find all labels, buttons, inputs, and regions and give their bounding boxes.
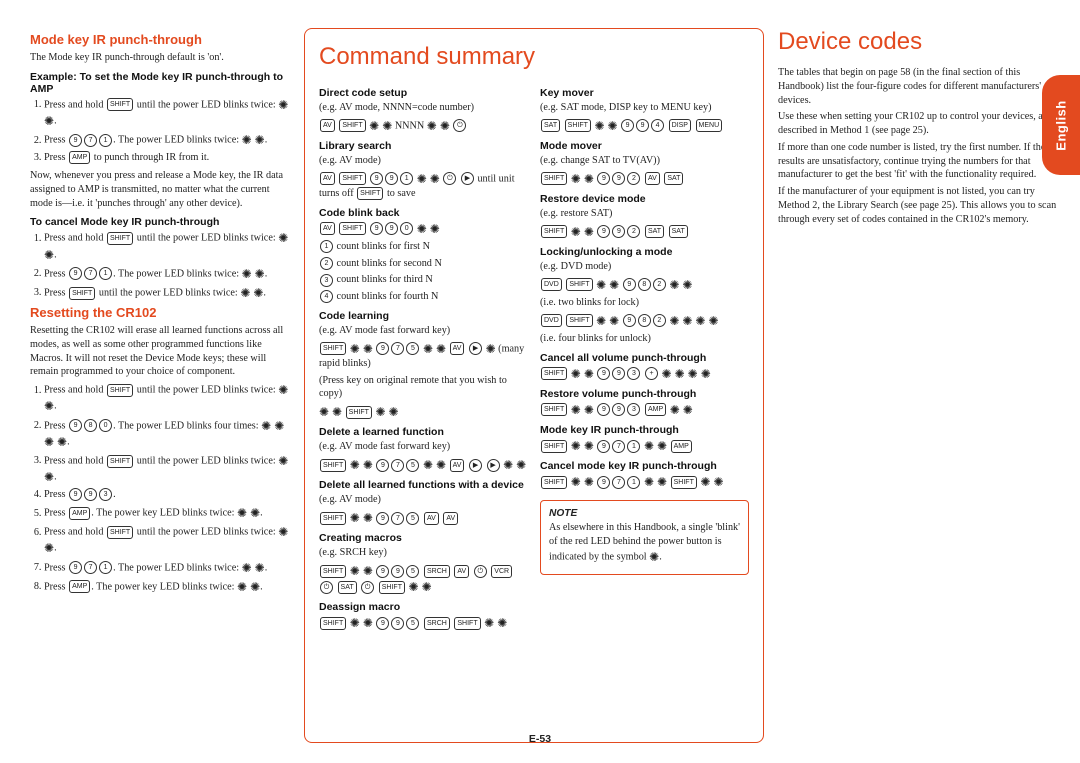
keyseq: SHIFT ✺ ✺ 975 AV AV — [319, 510, 528, 526]
list-item: Press 971. The power LED blinks twice: ✺… — [44, 266, 290, 282]
subheading: Delete a learned function — [319, 426, 528, 438]
text: (e.g. AV mode, NNNN=code number) — [319, 101, 528, 115]
text: The tables that begin on page 58 (in the… — [778, 66, 1058, 107]
text: (Press key on original remote that you w… — [319, 374, 528, 402]
list-item: Press 971. The power LED blinks twice: ✺… — [44, 560, 290, 576]
inner-left: Direct code setup (e.g. AV mode, NNNN=co… — [319, 81, 528, 635]
keyseq: ✺ ✺ SHIFT ✺ ✺ — [319, 404, 528, 420]
list-item: Press SHIFT until the power LED blinks t… — [44, 285, 290, 301]
language-tab: English — [1042, 75, 1080, 175]
keyseq: SHIFT ✺ ✺ 971 ✺ ✺ AMP — [540, 438, 749, 454]
page-number: E-53 — [529, 733, 551, 745]
text: 4 count blinks for fourth N — [319, 290, 528, 304]
subheading: Creating macros — [319, 532, 528, 544]
page: Mode key IR punch-through The Mode key I… — [0, 0, 1080, 763]
list: Press and hold SHIFT until the power LED… — [30, 97, 290, 165]
keyseq: AV SHIFT 990 ✺ ✺ — [319, 221, 528, 237]
keyseq: SHIFT ✺ ✺ 993 + ✺ ✺ ✺ ✺ — [540, 366, 749, 382]
keyseq: SHIFT ✺ ✺ 995 SRCH SHIFT ✺ ✺ — [319, 615, 528, 631]
list: Press and hold SHIFT until the power LED… — [30, 230, 290, 301]
list-item: Press 980. The power LED blinks four tim… — [44, 418, 290, 450]
text: If more than one code number is listed, … — [778, 141, 1058, 182]
list: Press and hold SHIFT until the power LED… — [30, 382, 290, 595]
subheading: Direct code setup — [319, 87, 528, 99]
text: (e.g. AV mode) — [319, 154, 528, 168]
keyseq: SHIFT ✺ ✺ 993 AMP ✺ ✺ — [540, 402, 749, 418]
note-box: NOTEAs elsewhere in this Handbook, a sin… — [540, 500, 749, 574]
text: (i.e. four blinks for unlock) — [540, 332, 749, 346]
text: (e.g. SAT mode, DISP key to MENU key) — [540, 101, 749, 115]
subheading: Restore device mode — [540, 193, 749, 205]
subheading: Example: To set the Mode key IR punch-th… — [30, 71, 290, 95]
subheading: Mode mover — [540, 140, 749, 152]
device-codes-title: Device codes — [778, 28, 1058, 56]
subheading: Cancel mode key IR punch-through — [540, 460, 749, 472]
text: (e.g. SRCH key) — [319, 546, 528, 560]
keyseq: SHIFT ✺ ✺ 992 SAT SAT — [540, 224, 749, 240]
text: The Mode key IR punch-through default is… — [30, 51, 290, 65]
keyseq: SHIFT ✺ ✺ 995 SRCH AV ⏻ VCR ⏻ SAT ⏻ SHIF… — [319, 563, 528, 595]
keyseq: SHIFT ✺ ✺ 975 ✺ ✺ AV ▶ ✺ (many rapid bli… — [319, 341, 528, 371]
box-title: Command summary — [319, 43, 749, 71]
language-label: English — [1054, 100, 1069, 150]
subheading: Code learning — [319, 310, 528, 322]
text: Use these when setting your CR102 up to … — [778, 110, 1058, 138]
note-text: NOTEAs elsewhere in this Handbook, a sin… — [549, 507, 740, 564]
keyseq: DVD SHIFT ✺ ✺ 982 ✺ ✺ ✺ ✺ — [540, 313, 749, 329]
list-item: Press and hold SHIFT until the power LED… — [44, 453, 290, 485]
list-item: Press and hold SHIFT until the power LED… — [44, 97, 290, 129]
text: (e.g. DVD mode) — [540, 260, 749, 274]
text: (e.g. change SAT to TV(AV)) — [540, 154, 749, 168]
subheading: Code blink back — [319, 207, 528, 219]
text: If the manufacturer of your equipment is… — [778, 185, 1058, 226]
keyseq: SAT SHIFT ✺ ✺ 994 DISP MENU — [540, 118, 749, 134]
keyseq: SHIFT ✺ ✺ 975 ✺ ✺ AV ▶ ▶ ✺ ✺ — [319, 457, 528, 473]
command-summary-box: Command summary Direct code setup (e.g. … — [304, 28, 764, 743]
inner-right: Key mover (e.g. SAT mode, DISP key to ME… — [540, 81, 749, 635]
inner-columns: Direct code setup (e.g. AV mode, NNNN=co… — [319, 81, 749, 635]
heading-punch-through: Mode key IR punch-through — [30, 32, 290, 47]
text: (e.g. AV mode fast forward key) — [319, 324, 528, 338]
list-item: Press and hold SHIFT until the power LED… — [44, 382, 290, 414]
keyseq: SHIFT ✺ ✺ 992 AV SAT — [540, 171, 749, 187]
text: 2 count blinks for second N — [319, 257, 528, 271]
subheading: Library search — [319, 140, 528, 152]
subheading: Key mover — [540, 87, 749, 99]
subheading: Locking/unlocking a mode — [540, 246, 749, 258]
list-item: Press 971. The power LED blinks twice: ✺… — [44, 132, 290, 148]
keyseq: DVD SHIFT ✺ ✺ 982 ✺ ✺ — [540, 277, 749, 293]
subheading: Mode key IR punch-through — [540, 424, 749, 436]
text: (i.e. two blinks for lock) — [540, 296, 749, 310]
text: 3 count blinks for third N — [319, 273, 528, 287]
list-item: Press and hold SHIFT until the power LED… — [44, 524, 290, 556]
list-item: Press AMP. The power key LED blinks twic… — [44, 505, 290, 521]
keyseq: AV SHIFT ✺ ✺ NNNN ✺ ✺ ⏻ — [319, 118, 528, 134]
text: Now, whenever you press and release a Mo… — [30, 169, 290, 210]
text: Resetting the CR102 will erase all learn… — [30, 324, 290, 379]
text: 1 count blinks for first N — [319, 240, 528, 254]
list-item: Press AMP to punch through IR from it. — [44, 151, 290, 165]
list-item: Press and hold SHIFT until the power LED… — [44, 230, 290, 262]
subheading: Delete all learned functions with a devi… — [319, 479, 528, 491]
keyseq: AV SHIFT 991 ✺ ✺ ⏻ ▶ until unit turns of… — [319, 171, 528, 201]
subheading: Cancel all volume punch-through — [540, 352, 749, 364]
column-left: Mode key IR punch-through The Mode key I… — [30, 28, 290, 743]
subheading: Restore volume punch-through — [540, 388, 749, 400]
text: (e.g. restore SAT) — [540, 207, 749, 221]
text: (e.g. AV mode) — [319, 493, 528, 507]
list-item: Press AMP. The power key LED blinks twic… — [44, 579, 290, 595]
keyseq: SHIFT ✺ ✺ 971 ✺ ✺ SHIFT ✺ ✺ — [540, 474, 749, 490]
heading-resetting: Resetting the CR102 — [30, 305, 290, 320]
list-item: Press 993. — [44, 488, 290, 502]
column-right: Device codes The tables that begin on pa… — [778, 28, 1058, 743]
text: (e.g. AV mode fast forward key) — [319, 440, 528, 454]
subheading: Deassign macro — [319, 601, 528, 613]
subheading: To cancel Mode key IR punch-through — [30, 216, 290, 228]
